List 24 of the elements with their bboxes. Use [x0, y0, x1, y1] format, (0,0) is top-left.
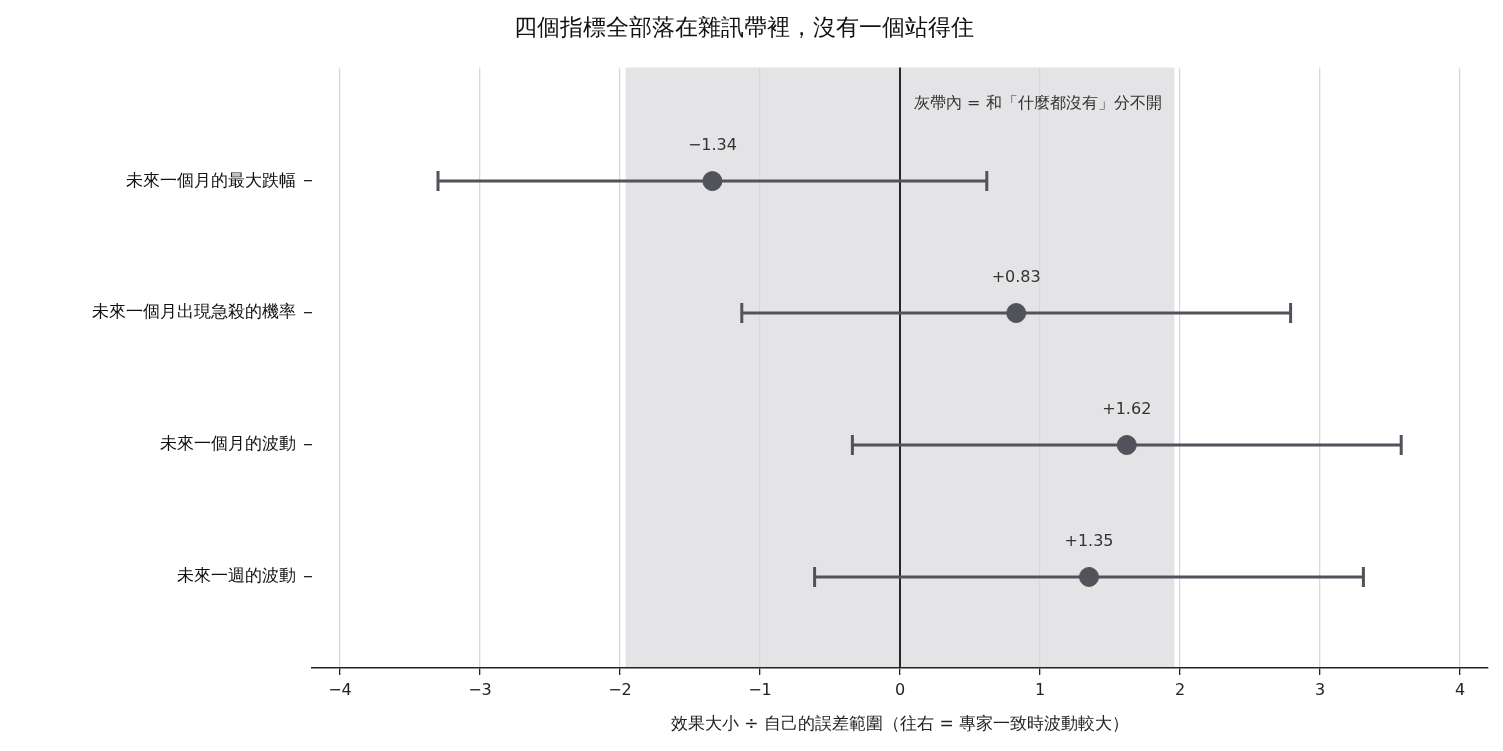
- point: [1079, 566, 1099, 587]
- data-label: −1.34: [687, 135, 737, 155]
- x-tick-label: 0: [894, 679, 906, 699]
- x-tick-label: −3: [468, 679, 492, 699]
- point: [1006, 303, 1027, 324]
- x-tick-label: 4: [1454, 679, 1466, 699]
- band-label: 灰帶內 = 和「什麼都沒有」分不開: [914, 92, 1162, 112]
- y-tick-label: 未來一個月出現急殺的機率: [92, 301, 296, 322]
- point: [702, 171, 723, 192]
- chart-title: 四個指標全部落在雜訊帶裡，沒有一個站得住: [514, 13, 974, 40]
- y-tick-label: 未來一個月的波動: [160, 433, 296, 454]
- y-tick-label: 未來一個月的最大跌幅: [126, 169, 296, 190]
- x-tick-label: −4: [328, 679, 352, 699]
- x-tick-label: −1: [748, 679, 772, 699]
- data-label: +1.35: [1064, 531, 1114, 551]
- data-label: +0.83: [991, 267, 1041, 287]
- data-label: +1.62: [1102, 399, 1152, 419]
- x-axis-title: 效果大小 ÷ 自己的誤差範圍（往右 = 專家一致時波動較大）: [670, 713, 1130, 734]
- y-tick-label: 未來一週的波動: [177, 565, 296, 586]
- x-tick-label: 1: [1034, 679, 1046, 699]
- x-tick-label: −2: [608, 679, 632, 699]
- point: [1116, 434, 1137, 455]
- x-tick-label: 2: [1174, 679, 1186, 699]
- x-tick-label: 3: [1314, 679, 1326, 699]
